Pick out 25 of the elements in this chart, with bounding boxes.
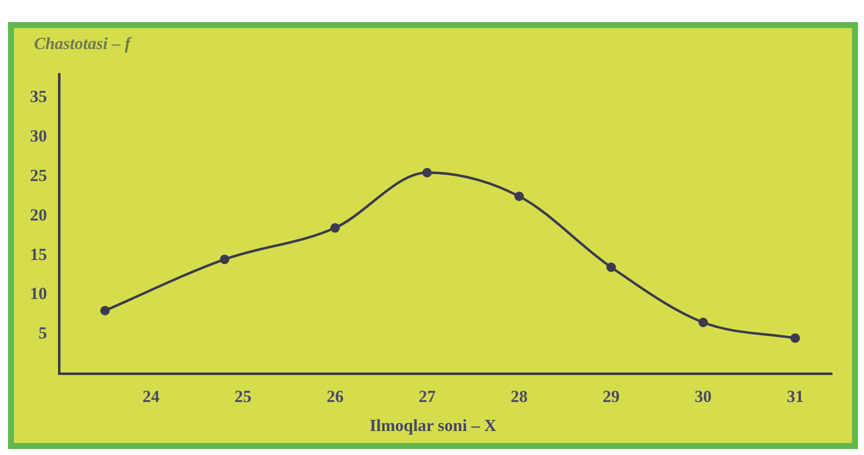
x-tick-label: 28 <box>510 387 528 406</box>
point <box>422 168 432 178</box>
y-tick-label: 20 <box>30 205 47 224</box>
x-tick-label: 29 <box>602 387 620 406</box>
point <box>514 192 524 202</box>
x-tick-label: 27 <box>418 387 436 406</box>
x-tick-label: 30 <box>694 387 712 406</box>
y-tick-label: 5 <box>38 324 47 343</box>
point <box>330 223 340 233</box>
x-tick-label: 26 <box>326 387 344 406</box>
y-axis-title: Chastotasi – f <box>34 34 130 54</box>
point <box>698 318 708 328</box>
x-axis-title: Ilmoqlar soni – X <box>368 416 498 436</box>
y-tick-label: 10 <box>30 284 47 304</box>
y-tick-label: 35 <box>30 87 47 106</box>
point <box>100 306 110 316</box>
x-tick-label: 31 <box>786 387 804 406</box>
point <box>220 254 230 264</box>
y-tick-label: 25 <box>30 166 47 186</box>
x-tick-label: 24 <box>142 387 160 406</box>
point <box>790 333 800 343</box>
y-tick-label: 30 <box>30 126 47 146</box>
point <box>606 262 616 272</box>
y-tick-label: 15 <box>30 244 47 264</box>
x-tick-label: 25 <box>234 387 252 406</box>
